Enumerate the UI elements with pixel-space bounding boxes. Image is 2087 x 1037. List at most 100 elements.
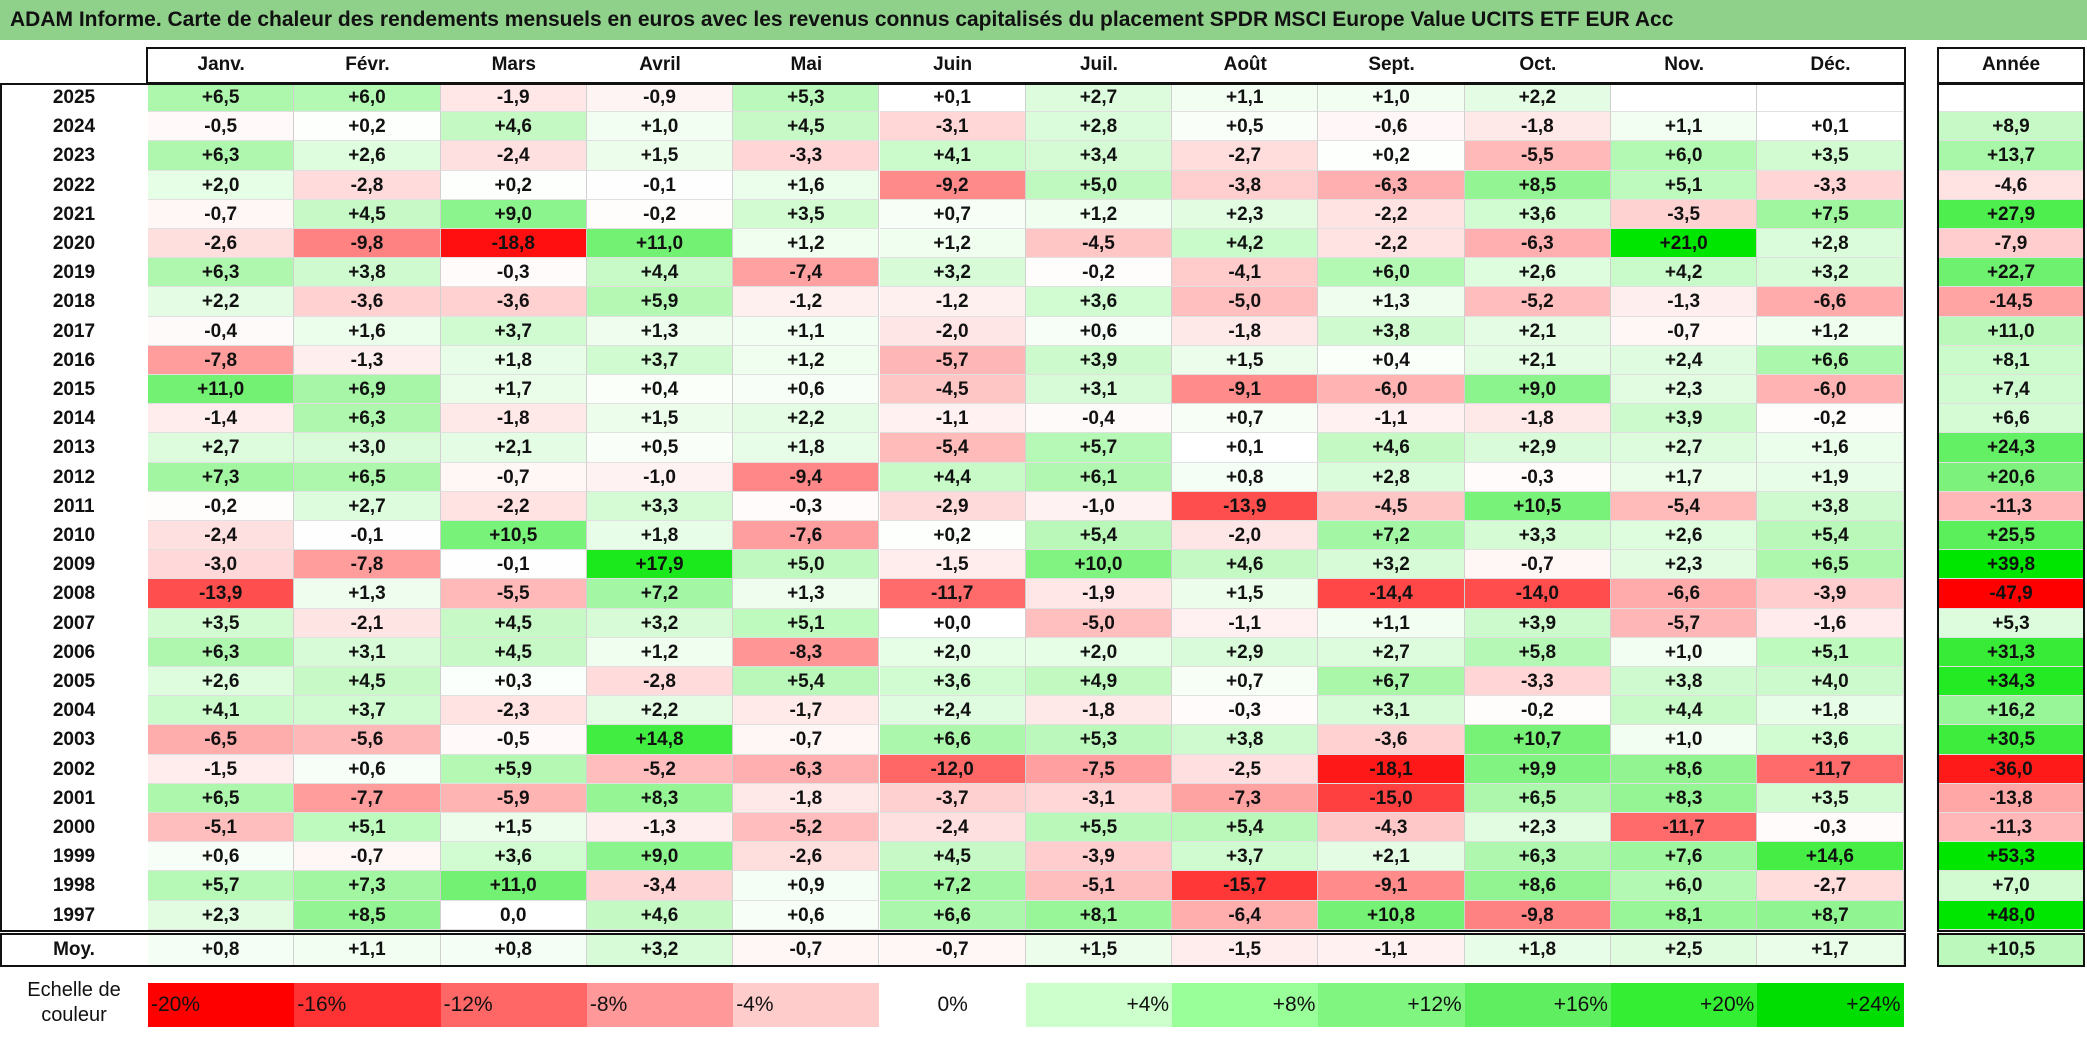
heat-cell: +2,6 xyxy=(1464,258,1611,288)
heat-cell: +0,8 xyxy=(1172,462,1319,492)
heat-cell: -15,7 xyxy=(1172,871,1319,901)
annual-cell: +53,3 xyxy=(1938,842,2084,872)
annual-cell: +48,0 xyxy=(1938,900,2084,930)
color-scale-swatch: +12% xyxy=(1318,983,1465,1027)
heat-cell: -11,7 xyxy=(1611,813,1758,843)
heat-cell: +4,4 xyxy=(879,462,1026,492)
heat-cell: +5,4 xyxy=(1172,813,1319,843)
column-header-4: Avril xyxy=(639,54,681,75)
average-cell: +0,8 xyxy=(440,933,587,966)
heat-cell: +9,0 xyxy=(586,842,734,872)
heat-cell: -1,1 xyxy=(1318,404,1465,434)
heat-cell: +9,0 xyxy=(1464,375,1611,405)
heat-cell: +10,8 xyxy=(1318,900,1465,930)
color-scale-label: Echelle de couleur xyxy=(0,978,148,1030)
heat-cell: +5,8 xyxy=(1464,637,1611,667)
heat-cell: +9,0 xyxy=(440,199,587,229)
heat-cell: +6,5 xyxy=(148,783,295,813)
row-label-1997: 1997 xyxy=(52,904,96,926)
heat-cell: +3,9 xyxy=(1611,404,1758,434)
heat-cell: +4,9 xyxy=(1025,667,1173,697)
heat-cell: +2,0 xyxy=(879,637,1026,667)
heat-cell: -1,3 xyxy=(586,813,734,843)
color-scale-label-line1: Echelle de xyxy=(27,979,121,1001)
heat-cell: +3,8 xyxy=(1757,491,1904,521)
heat-cell: +5,1 xyxy=(294,813,441,843)
heat-cell: -1,2 xyxy=(879,287,1026,317)
heat-cell: +14,8 xyxy=(586,725,734,755)
heat-cell: +0,7 xyxy=(879,199,1026,229)
heat-cell: +8,6 xyxy=(1464,871,1611,901)
heat-cell: +0,9 xyxy=(733,871,880,901)
heat-cell: +1,8 xyxy=(1757,696,1904,726)
heat-cell: +3,7 xyxy=(294,696,441,726)
heat-cell: +3,9 xyxy=(1464,608,1611,638)
heat-cell: +2,6 xyxy=(1611,521,1758,551)
heat-cell: -1,1 xyxy=(879,404,1026,434)
heat-cell: +5,7 xyxy=(1025,433,1173,463)
heat-cell: +0,6 xyxy=(733,375,880,405)
heat-cell: +3,4 xyxy=(1025,141,1173,171)
heat-cell: -3,8 xyxy=(1172,170,1319,200)
annual-cell: +24,3 xyxy=(1938,433,2084,463)
heat-cell: +3,2 xyxy=(1757,258,1904,288)
heat-cell: +3,5 xyxy=(1757,141,1904,171)
chart-title: ADAM Informe. Carte de chaleur des rende… xyxy=(0,0,2087,40)
heat-cell: -1,6 xyxy=(1757,608,1904,638)
heat-cell: -0,2 xyxy=(1025,258,1173,288)
annual-cell: +6,6 xyxy=(1938,404,2084,434)
heat-cell: -5,4 xyxy=(1611,491,1758,521)
heat-cell: +8,6 xyxy=(1611,754,1758,784)
heat-cell: -1,5 xyxy=(148,754,295,784)
heat-cell: -1,8 xyxy=(1464,112,1611,142)
heat-cell: -5,2 xyxy=(586,754,734,784)
heat-cell: +7,6 xyxy=(1611,842,1758,872)
heat-cell: +1,2 xyxy=(1757,316,1904,346)
heat-cell: -4,5 xyxy=(1318,491,1465,521)
heat-cell: +5,0 xyxy=(1025,170,1173,200)
row-label-2008: 2008 xyxy=(52,583,96,605)
heat-cell: +6,9 xyxy=(294,375,441,405)
heat-cell: -0,9 xyxy=(586,83,734,113)
heat-cell: -14,4 xyxy=(1318,579,1465,609)
heat-cell: +0,7 xyxy=(1172,404,1319,434)
heat-cell: -6,3 xyxy=(1318,170,1465,200)
color-scale-swatch: -20% xyxy=(148,983,295,1027)
row-label-2009: 2009 xyxy=(52,554,96,576)
heat-cell: +1,8 xyxy=(586,521,734,551)
heat-cell: +3,1 xyxy=(294,637,441,667)
heat-cell: +3,6 xyxy=(1757,725,1904,755)
heat-cell: +8,1 xyxy=(1611,900,1758,930)
heat-cell: -1,5 xyxy=(879,550,1026,580)
heat-cell: +0,1 xyxy=(1172,433,1319,463)
heat-cell: +3,6 xyxy=(879,667,1026,697)
heat-cell: -1,0 xyxy=(586,462,734,492)
column-header-5: Mai xyxy=(790,54,823,75)
heat-cell: -0,4 xyxy=(148,316,295,346)
annual-cell: -11,3 xyxy=(1938,491,2084,521)
heat-cell: +6,5 xyxy=(1464,783,1611,813)
heat-cell: +5,7 xyxy=(148,871,295,901)
heat-cell: -1,8 xyxy=(1464,404,1611,434)
color-scale-label-line2: couleur xyxy=(41,1004,107,1026)
heat-cell: +3,2 xyxy=(879,258,1026,288)
heat-cell: +3,7 xyxy=(1172,842,1319,872)
heat-cell: +1,3 xyxy=(1318,287,1465,317)
heat-cell: +1,6 xyxy=(294,316,441,346)
heat-cell: +5,1 xyxy=(1757,637,1904,667)
heat-cell: -1,3 xyxy=(1611,287,1758,317)
heat-cell: -3,3 xyxy=(1464,667,1611,697)
heat-cell: +4,5 xyxy=(440,608,587,638)
heat-cell: +6,0 xyxy=(1611,141,1758,171)
heat-cell: -3,6 xyxy=(440,287,587,317)
heat-cell: -0,7 xyxy=(148,199,295,229)
heat-cell: +3,6 xyxy=(1025,287,1173,317)
annual-cell: +30,5 xyxy=(1938,725,2084,755)
heat-cell: +2,1 xyxy=(1464,345,1611,375)
heat-cell: +4,5 xyxy=(294,199,441,229)
color-scale-swatch: 0% xyxy=(879,983,1026,1027)
heat-cell: -5,6 xyxy=(294,725,441,755)
heat-cell: -3,0 xyxy=(148,550,295,580)
heat-cell: +7,3 xyxy=(294,871,441,901)
heat-cell: +0,7 xyxy=(1172,667,1319,697)
